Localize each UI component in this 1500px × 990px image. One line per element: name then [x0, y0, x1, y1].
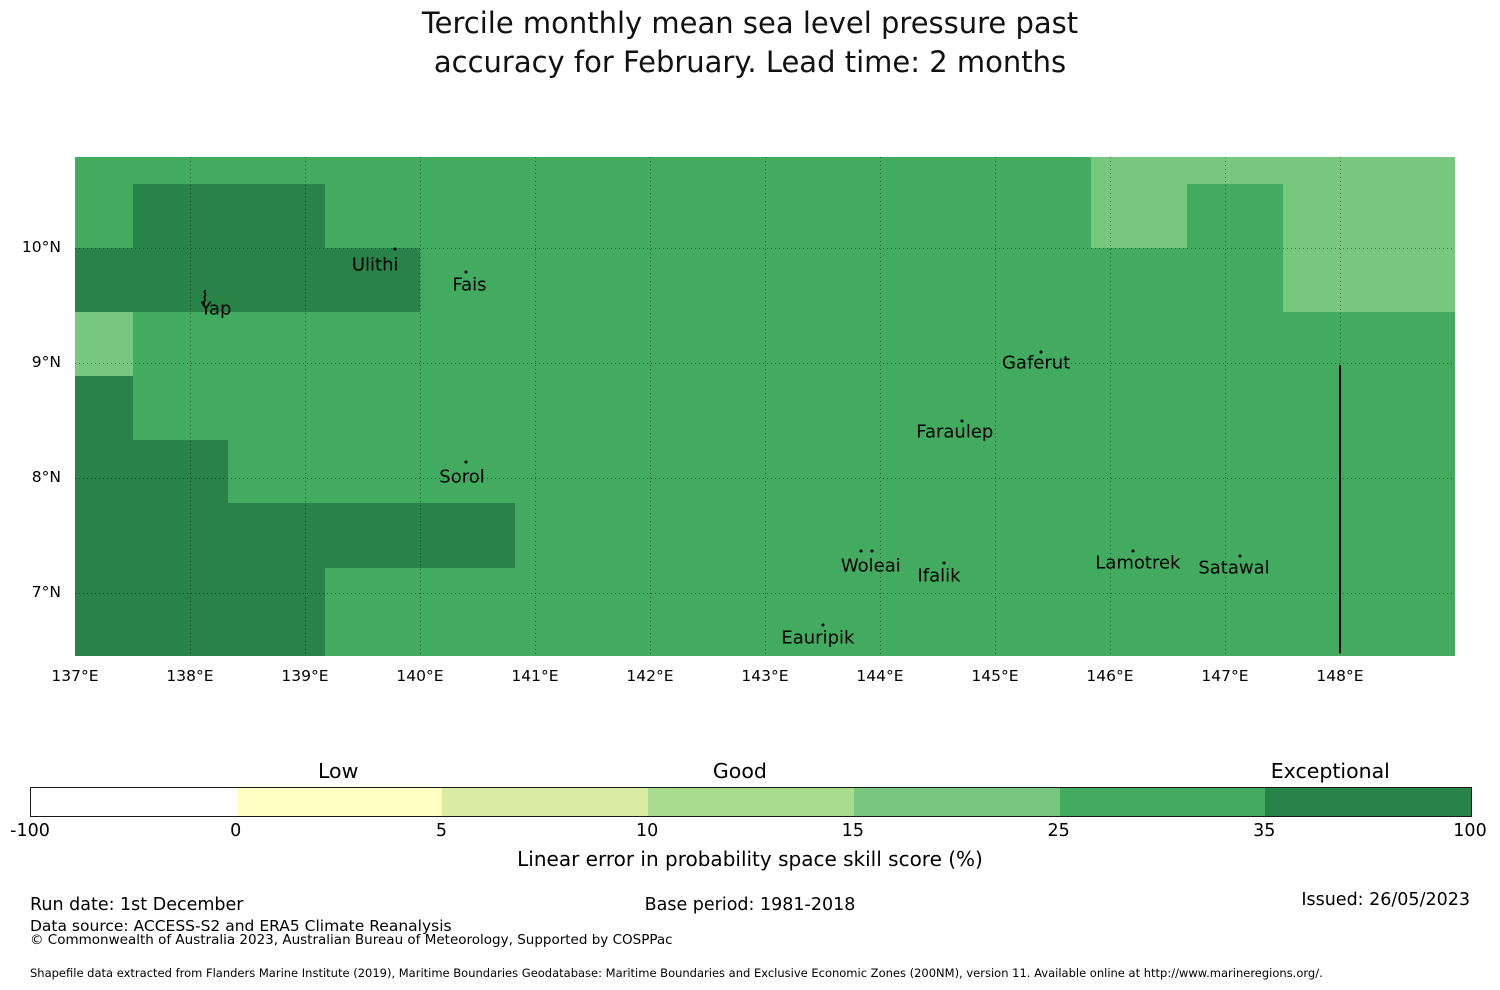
chart-title: Tercile monthly mean sea level pressure …: [0, 4, 1500, 81]
colorbar-segment: [1265, 788, 1471, 816]
x-tick-label: 143°E: [741, 667, 789, 685]
colorbar-segment: [648, 788, 854, 816]
colorbar-axis-label: Linear error in probability space skill …: [517, 847, 983, 871]
x-tick-label: 147°E: [1201, 667, 1249, 685]
y-tick-label: 7°N: [31, 583, 61, 601]
island-label-gaferut: Gaferut: [1001, 352, 1071, 374]
island-label-ulithi: Ulithi: [351, 254, 399, 276]
x-tick-label: 142°E: [626, 667, 674, 685]
x-tick-label: 141°E: [511, 667, 559, 685]
colorbar-segment: [1059, 788, 1266, 816]
colorbar-category-label: Low: [318, 759, 359, 783]
eez-boundary-line: [1339, 365, 1341, 653]
grid-line-vertical: [650, 157, 651, 656]
chart-title-line2: accuracy for February. Lead time: 2 mont…: [433, 44, 1067, 79]
x-tick-label: 139°E: [281, 667, 329, 685]
grid-line-vertical: [1110, 157, 1111, 656]
grid-line-vertical: [420, 157, 421, 656]
island-marker-eauripik: [821, 623, 824, 627]
map-cell-skill-15-25: [75, 312, 133, 376]
grid-line-horizontal: [75, 248, 1455, 249]
y-tick-label: 8°N: [31, 468, 61, 486]
colorbar-tick-label: 10: [635, 821, 659, 841]
island-shape-yap: [199, 289, 211, 311]
island-marker-faraulep: [960, 419, 964, 423]
map-area: Ulithi Fais Yap Gaferut Faraulep Sorol Woleai I…: [75, 157, 1455, 656]
grid-line-vertical: [995, 157, 996, 656]
island-label-ifalik: Ifalik: [917, 565, 961, 587]
colorbar-tick-label: 25: [1047, 821, 1070, 841]
island-label-eauripik: Eauripik: [781, 627, 855, 649]
island-marker-gaferut: [1039, 350, 1043, 354]
shapefile-note-text: Shapefile data extracted from Flanders M…: [30, 966, 1323, 980]
map-cell-skill-35-100: [75, 248, 420, 313]
grid-line-horizontal: [75, 593, 1455, 594]
colorbar-tick-label: 5: [435, 821, 447, 841]
x-tick-label: 148°E: [1316, 667, 1364, 685]
island-label-satawal: Satawal: [1198, 557, 1270, 579]
x-tick-label: 137°E: [51, 667, 99, 685]
map-cell-skill-15-25: [1282, 248, 1455, 313]
map-cell-skill-35-100: [132, 440, 228, 656]
colorbar-segment: [236, 788, 443, 816]
island-marker-woleai: [859, 549, 862, 553]
grid-line-horizontal: [75, 363, 1455, 364]
colorbar-tick-label: 35: [1253, 821, 1276, 841]
colorbar-segment: [853, 788, 1060, 816]
map-cell-skill-35-100: [324, 503, 516, 568]
island-label-woleai: Woleai: [840, 555, 901, 577]
island-label-fais: Fais: [452, 274, 487, 296]
island-marker-ifalik: [942, 561, 946, 565]
island-marker-lamotrek: [1131, 549, 1135, 553]
grid-line-vertical: [765, 157, 766, 656]
colorbar-tick-label: 0: [230, 821, 242, 841]
base-period-text: Base period: 1981-2018: [644, 895, 856, 915]
grid-line-vertical: [1225, 157, 1226, 656]
grid-line-vertical: [190, 157, 191, 656]
y-tick-label: 10°N: [21, 238, 61, 256]
grid-line-vertical: [535, 157, 536, 656]
island-label-sorol: Sorol: [439, 466, 485, 488]
x-tick-label: 140°E: [396, 667, 444, 685]
map-cell-skill-25-35: [1187, 183, 1283, 248]
copyright-text: © Commonwealth of Australia 2023, Austra…: [30, 932, 673, 948]
colorbar-category-label: Exceptional: [1270, 759, 1390, 783]
map-cell-skill-35-100: [228, 503, 325, 656]
island-label-yap: Yap: [200, 298, 232, 320]
x-tick-label: 145°E: [971, 667, 1019, 685]
map-cell-skill-35-100: [75, 375, 133, 656]
map-cell-skill-35-100: [132, 183, 325, 248]
island-marker-satawal: [1238, 554, 1242, 558]
grid-line-vertical: [305, 157, 306, 656]
island-label-lamotrek: Lamotrek: [1095, 552, 1181, 574]
colorbar-segment: [442, 788, 649, 816]
grid-line-vertical: [880, 157, 881, 656]
chart-title-line1: Tercile monthly mean sea level pressure …: [421, 6, 1079, 40]
run-date-text: Run date: 1st December: [30, 895, 244, 915]
island-label-faraulep: Faraulep: [916, 421, 994, 443]
issued-date-text: Issued: 26/05/2023: [1301, 890, 1470, 910]
x-tick-label: 144°E: [856, 667, 904, 685]
colorbar-tick-label: 15: [841, 821, 865, 841]
island-marker-ulithi: [393, 247, 397, 251]
grid-line-horizontal: [75, 478, 1455, 479]
colorbar: [30, 787, 1472, 817]
island-marker-woleai: [870, 549, 874, 553]
colorbar-tick-label: -100: [10, 821, 50, 841]
colorbar-segment: [31, 788, 237, 816]
y-tick-label: 9°N: [31, 353, 61, 371]
island-marker-fais: [464, 270, 468, 274]
colorbar-tick-label: 100: [1453, 821, 1487, 841]
colorbar-category-label: Good: [712, 759, 767, 783]
data-source-text: Data source: ACCESS-S2 and ERA5 Climate …: [30, 917, 452, 935]
x-tick-label: 146°E: [1086, 667, 1134, 685]
x-tick-label: 138°E: [166, 667, 214, 685]
island-marker-sorol: [464, 460, 468, 464]
